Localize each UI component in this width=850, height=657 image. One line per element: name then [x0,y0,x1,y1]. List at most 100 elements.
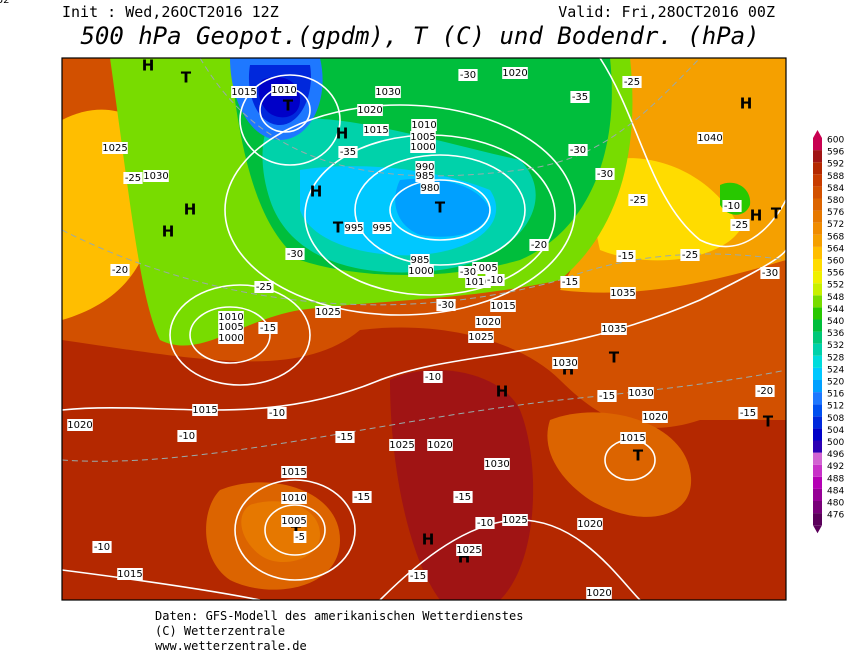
contour-label: 1015 [490,301,515,312]
label-bg [281,515,307,527]
label-bg [143,170,169,182]
scale-swatch [813,234,822,247]
label-bg [577,518,603,530]
height-region [395,178,490,237]
label-bg [622,76,642,88]
contour-label: -25 [125,173,141,184]
label-bg [352,491,372,503]
contour-label: 985 [410,255,429,266]
contour-label: -10 [269,408,285,419]
scale-swatch [813,162,822,175]
scale-swatch [813,440,822,453]
label-bg [372,222,392,234]
scale-swatch [813,174,822,187]
scale-label: 524 [827,365,844,375]
contour-label: 1010 [281,493,306,504]
contour-label: 1030 [143,171,168,182]
label-bg [436,299,456,311]
scale-label: 580 [827,196,844,206]
scale-swatch [813,404,822,417]
scale-swatch [813,380,822,393]
scale-label: 528 [827,353,844,363]
scale-label: 544 [827,305,844,315]
label-bg [484,458,510,470]
footer-line: www.wetterzentrale.de [155,639,307,653]
contour-label: -25 [624,77,640,88]
scale-label: 560 [827,257,844,267]
contour-label: 1025 [456,545,481,556]
contour-label: -30 [287,249,303,260]
label-bg [568,144,588,156]
contour-label: 1015 [363,125,388,136]
pressure-center: T [771,205,782,223]
contour-label: 1020 [502,68,527,79]
label-bg [218,332,244,344]
label-bg [0,0,10,6]
pressure-center: T [763,413,774,431]
label-bg [177,430,197,442]
contour-label: 1030 [552,358,577,369]
label-bg [680,249,700,261]
contour-label: -20 [112,265,128,276]
pressure-center: T [633,447,644,465]
scale-label: 564 [827,244,844,254]
pressure-center: T [333,219,344,237]
contour-label: -30 [597,169,613,180]
label-bg [117,568,143,580]
label-bg [315,306,341,318]
contour-label: 1020 [427,440,452,451]
contour-label: -15 [260,323,276,334]
scale-label: 484 [827,486,844,496]
contour-label: 1015 [192,405,217,416]
scale-label: 508 [827,414,844,424]
scale-swatch [813,355,822,368]
pressure-center: H [740,95,753,113]
label-bg [285,248,305,260]
scale-swatch [813,307,822,320]
contour-label: -15 [599,391,615,402]
scale-label: 592 [827,160,844,170]
scale-label: 476 [827,511,844,521]
contour-label: 1030 [628,388,653,399]
scale-label: 568 [827,232,844,242]
contour-label: -10 [477,518,493,529]
contour-label: 1005 [472,263,497,274]
contour-label: -5 [295,532,305,543]
contour-label: -15 [740,408,756,419]
label-bg [722,200,742,212]
scale-cap [813,525,822,534]
contour-label: -30 [438,300,454,311]
label-bg [411,119,437,131]
scale-label: 536 [827,329,844,339]
scale-swatch [813,392,822,405]
contour-label: -15 [562,277,578,288]
valid-time: Valid: Fri,28OCT2016 00Z [558,3,775,21]
contour-label: 1005 [281,516,306,527]
contour-label: 1005 [410,132,435,143]
contour-label: -20 [531,240,547,251]
label-bg [475,316,501,328]
height-region [390,370,534,600]
map: HTTTTHHHHHHTTTHHTTHH10251020103010151010… [0,0,787,601]
label-bg [458,69,478,81]
contour-label: 1010 [218,312,243,323]
label-bg [92,541,112,553]
init-time: Init : Wed,26OCT2016 12Z [62,3,279,21]
label-bg [410,254,430,266]
contour-label: -10 [94,542,110,553]
label-bg [465,276,491,288]
contour-label: 1030 [375,87,400,98]
contour-label: 1035 [601,324,626,335]
scale-swatch [813,319,822,332]
scale-label: 488 [827,474,844,484]
contour-label: -10 [179,431,195,442]
scale-swatch [813,452,822,465]
contour-label: 552 [0,0,10,6]
label-bg [410,131,436,143]
scale-swatch [813,488,822,501]
contour-label: 1040 [697,133,722,144]
label-bg [456,544,482,556]
scale-label: 588 [827,172,844,182]
map-frame [61,57,787,601]
